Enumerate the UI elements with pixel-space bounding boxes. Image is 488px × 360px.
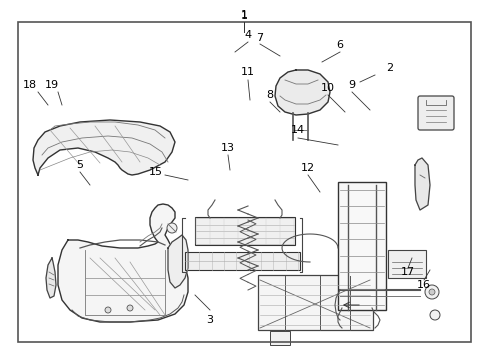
Polygon shape (274, 70, 329, 115)
Circle shape (428, 289, 434, 295)
Bar (18, 22, 470, 342)
Text: 11: 11 (241, 67, 254, 77)
Circle shape (429, 310, 439, 320)
Polygon shape (33, 120, 175, 175)
Circle shape (105, 307, 111, 313)
Bar (269, 331, 289, 345)
Polygon shape (168, 235, 187, 288)
Text: 7: 7 (256, 33, 263, 43)
Text: 2: 2 (386, 63, 393, 73)
Text: 16: 16 (416, 280, 430, 290)
Polygon shape (46, 258, 56, 298)
Bar (387, 250, 425, 278)
Circle shape (167, 223, 177, 233)
Circle shape (127, 305, 133, 311)
Text: 18: 18 (23, 80, 37, 90)
Text: 1: 1 (240, 10, 247, 20)
Text: 10: 10 (320, 83, 334, 93)
Bar (195, 217, 294, 245)
Polygon shape (58, 204, 187, 322)
Bar (184, 252, 299, 270)
Text: 6: 6 (336, 40, 343, 50)
Text: 1: 1 (240, 11, 247, 21)
Text: 4: 4 (244, 30, 251, 40)
Text: 14: 14 (290, 125, 305, 135)
Text: 19: 19 (45, 80, 59, 90)
FancyBboxPatch shape (417, 96, 453, 130)
Bar (258, 275, 372, 330)
Circle shape (424, 285, 438, 299)
Text: 3: 3 (206, 315, 213, 325)
Text: 5: 5 (76, 160, 83, 170)
Text: 8: 8 (266, 90, 273, 100)
Text: 9: 9 (348, 80, 355, 90)
Text: 17: 17 (400, 267, 414, 277)
Text: 15: 15 (149, 167, 163, 177)
Polygon shape (414, 158, 429, 210)
Text: 12: 12 (300, 163, 314, 173)
Bar (337, 182, 385, 310)
Text: 13: 13 (221, 143, 235, 153)
